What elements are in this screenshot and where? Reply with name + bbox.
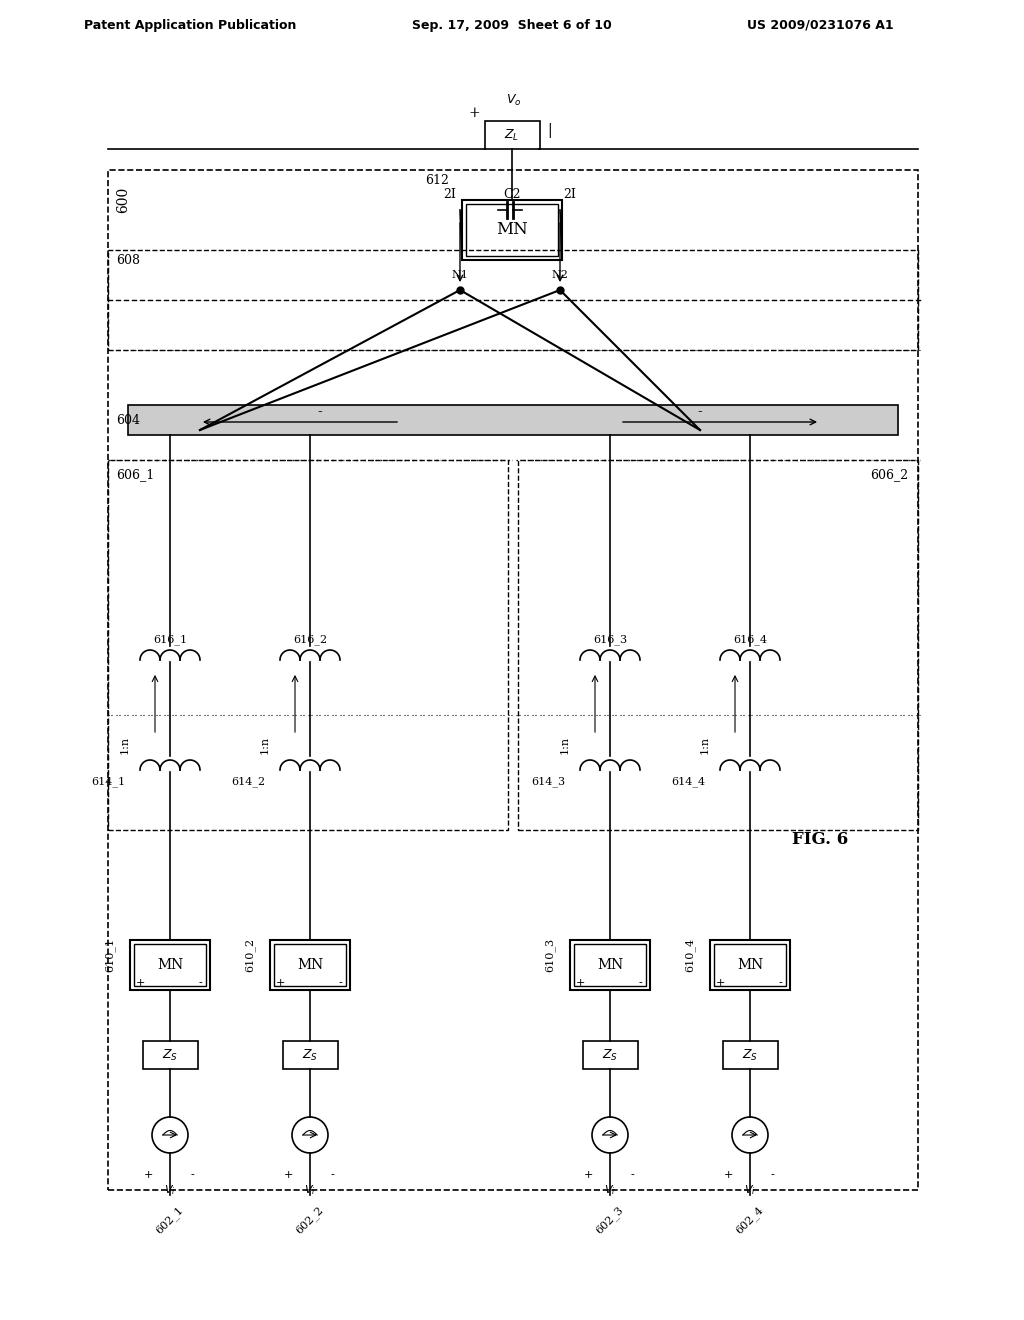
Text: $V_i$: $V_i$ [604,1183,615,1197]
Text: 606_2: 606_2 [869,469,908,482]
Text: $Z_S$: $Z_S$ [302,1048,318,1063]
Text: 614_3: 614_3 [530,776,565,787]
Bar [570,940,650,990]
Text: Patent Application Publication: Patent Application Publication [84,18,296,32]
Bar [130,940,210,990]
Text: MN: MN [597,958,624,972]
Bar [270,940,350,990]
Text: 614_2: 614_2 [230,776,265,787]
Text: $V_i$: $V_i$ [164,1183,176,1197]
Text: -: - [338,978,342,987]
Text: US 2009/0231076 A1: US 2009/0231076 A1 [746,18,893,32]
Text: +: + [275,978,285,987]
Bar [274,944,346,986]
Bar [128,405,898,436]
Bar [466,205,558,256]
Bar [108,249,918,350]
Text: -: - [638,978,642,987]
Text: 1:n: 1:n [700,737,710,754]
Text: MN: MN [297,958,324,972]
Text: 608: 608 [116,253,140,267]
Text: 1:n: 1:n [120,737,130,754]
Bar [484,121,540,149]
Text: MN: MN [737,958,763,972]
Text: -: - [770,1170,774,1180]
Text: +: + [468,106,480,120]
Text: $Z_L$: $Z_L$ [505,128,519,143]
Text: -: - [190,1170,194,1180]
Text: +: + [716,978,725,987]
Text: -: - [317,405,323,418]
Circle shape [152,1117,188,1152]
Text: |: | [548,123,552,137]
Text: -: - [330,1170,334,1180]
Text: N2: N2 [552,271,568,280]
Text: $V_o$: $V_o$ [506,92,522,107]
Text: 610_3: 610_3 [545,939,555,972]
Text: MN: MN [157,958,183,972]
Text: +: + [584,1170,593,1180]
Text: 616_3: 616_3 [593,635,627,645]
Text: 602_1: 602_1 [155,1204,185,1236]
Bar [583,1041,638,1069]
Text: $Z_S$: $Z_S$ [742,1048,758,1063]
Bar [574,944,646,986]
Text: 614_1: 614_1 [91,776,125,787]
Text: +: + [575,978,585,987]
Circle shape [732,1117,768,1152]
Text: 602_2: 602_2 [294,1204,326,1236]
Bar [723,1041,777,1069]
Text: 610_4: 610_4 [684,939,695,972]
Text: 1:n: 1:n [560,737,570,754]
Circle shape [292,1117,328,1152]
Bar [462,201,562,260]
Text: 600: 600 [116,187,130,213]
Text: +: + [143,1170,153,1180]
Bar [134,944,206,986]
Text: -: - [778,978,782,987]
Text: $V_i$: $V_i$ [744,1183,756,1197]
Text: Sep. 17, 2009  Sheet 6 of 10: Sep. 17, 2009 Sheet 6 of 10 [412,18,612,32]
Bar [518,459,918,830]
Text: C2: C2 [503,189,521,202]
Text: 616_1: 616_1 [153,635,187,645]
Circle shape [592,1117,628,1152]
Text: $Z_S$: $Z_S$ [602,1048,618,1063]
Text: +: + [723,1170,733,1180]
Text: -: - [198,978,202,987]
Text: 616_4: 616_4 [733,635,767,645]
Text: 1:n: 1:n [260,737,270,754]
Text: FIG. 6: FIG. 6 [792,832,848,849]
Bar [710,940,790,990]
Bar [714,944,786,986]
Text: 2I: 2I [443,189,457,202]
Text: 2I: 2I [563,189,577,202]
Text: 616_2: 616_2 [293,635,327,645]
Text: 612: 612 [425,173,449,186]
Text: $V_i$: $V_i$ [304,1183,315,1197]
Text: 602_4: 602_4 [734,1204,766,1236]
Text: 614_4: 614_4 [671,776,705,787]
Text: 604: 604 [116,413,140,426]
Text: +: + [284,1170,293,1180]
Text: MN: MN [496,222,528,239]
Text: +: + [135,978,144,987]
Bar [108,170,918,1191]
Bar [283,1041,338,1069]
Bar [142,1041,198,1069]
Text: -: - [630,1170,634,1180]
Text: 602_3: 602_3 [594,1204,626,1236]
Text: 610_1: 610_1 [104,939,115,972]
Text: -: - [697,405,702,418]
Text: $Z_S$: $Z_S$ [162,1048,178,1063]
Text: 606_1: 606_1 [116,469,155,482]
Text: N1: N1 [452,271,468,280]
Text: 610_2: 610_2 [245,939,255,972]
Bar [108,459,508,830]
